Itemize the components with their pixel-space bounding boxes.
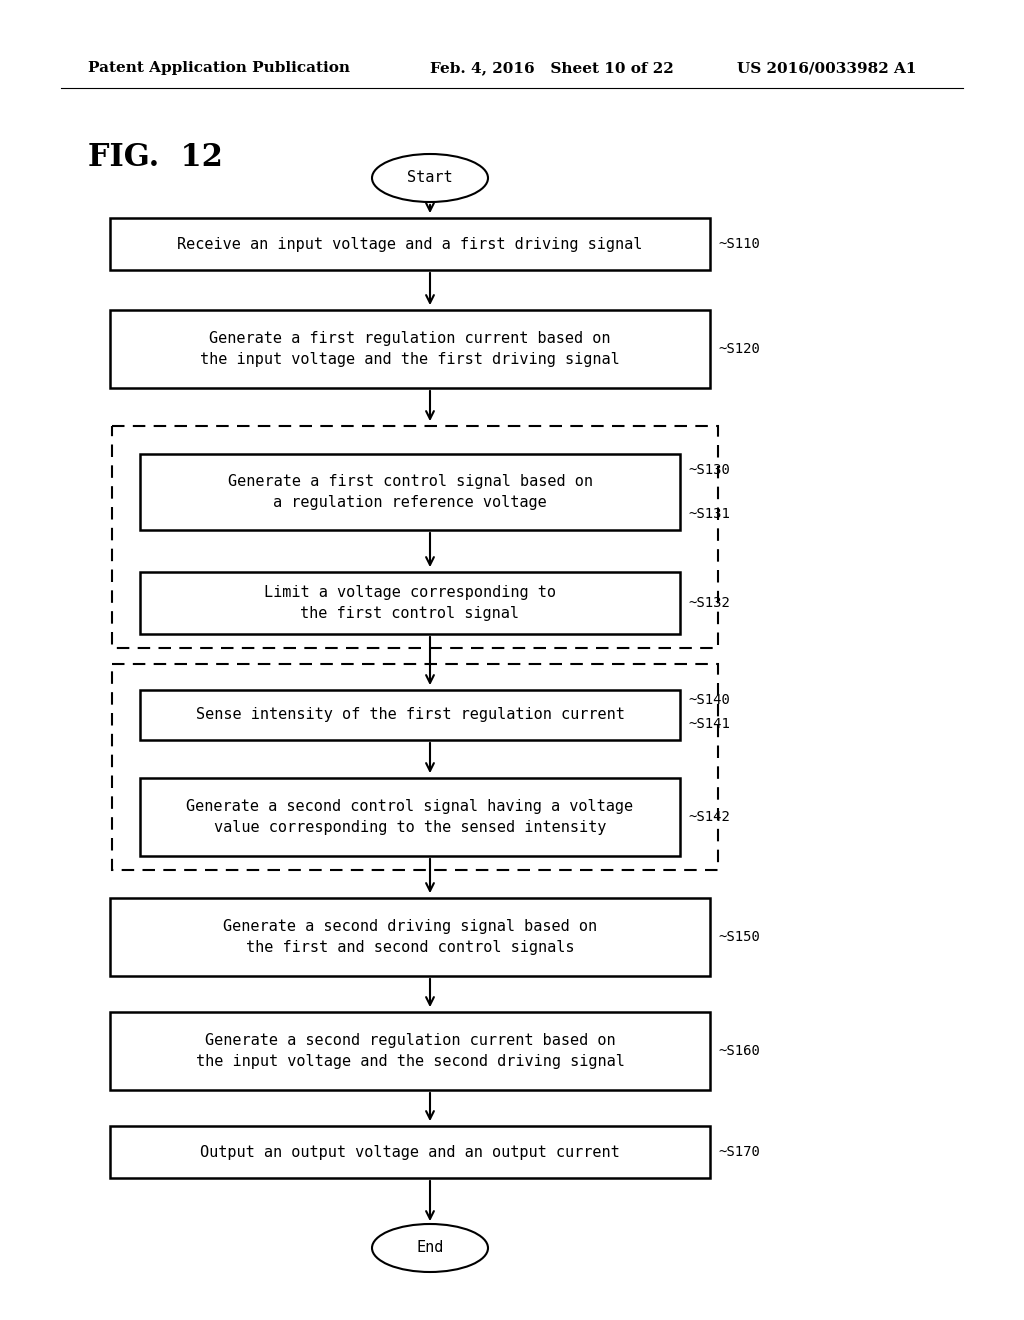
Text: Patent Application Publication: Patent Application Publication (88, 61, 350, 75)
Text: Sense intensity of the first regulation current: Sense intensity of the first regulation … (196, 708, 625, 722)
Ellipse shape (372, 154, 488, 202)
Text: FIG.  12: FIG. 12 (88, 143, 223, 173)
Text: Generate a second control signal having a voltage
value corresponding to the sen: Generate a second control signal having … (186, 799, 634, 836)
Text: Generate a second regulation current based on
the input voltage and the second d: Generate a second regulation current bas… (196, 1034, 625, 1069)
Text: ~S131: ~S131 (688, 507, 730, 521)
Text: ~S120: ~S120 (718, 342, 760, 356)
Text: Receive an input voltage and a first driving signal: Receive an input voltage and a first dri… (177, 236, 643, 252)
Bar (140, 777, 680, 855)
Text: Feb. 4, 2016   Sheet 10 of 22: Feb. 4, 2016 Sheet 10 of 22 (430, 61, 674, 75)
Text: US 2016/0033982 A1: US 2016/0033982 A1 (737, 61, 916, 75)
Text: ~S170: ~S170 (718, 1144, 760, 1159)
Text: End: End (417, 1241, 443, 1255)
Text: ~S132: ~S132 (688, 597, 730, 610)
Text: Generate a second driving signal based on
the first and second control signals: Generate a second driving signal based o… (223, 919, 597, 954)
Text: ~S110: ~S110 (718, 238, 760, 251)
Text: Start: Start (408, 170, 453, 186)
Text: Output an output voltage and an output current: Output an output voltage and an output c… (200, 1144, 620, 1159)
Bar (140, 572, 680, 634)
Bar (110, 1126, 710, 1177)
Bar (110, 1012, 710, 1090)
Text: Generate a first control signal based on
a regulation reference voltage: Generate a first control signal based on… (227, 474, 593, 510)
Text: ~S142: ~S142 (688, 810, 730, 824)
Text: ~S140: ~S140 (688, 693, 730, 708)
Bar (110, 898, 710, 975)
Bar (112, 426, 718, 648)
Ellipse shape (372, 1224, 488, 1272)
Bar (140, 454, 680, 531)
Text: Generate a first regulation current based on
the input voltage and the first dri: Generate a first regulation current base… (200, 331, 620, 367)
Text: ~S141: ~S141 (688, 717, 730, 731)
Text: ~S160: ~S160 (718, 1044, 760, 1059)
Bar (110, 310, 710, 388)
Text: ~S130: ~S130 (688, 463, 730, 477)
Bar (110, 218, 710, 271)
Text: ~S150: ~S150 (718, 931, 760, 944)
Text: Limit a voltage corresponding to
the first control signal: Limit a voltage corresponding to the fir… (264, 585, 556, 620)
Bar (140, 690, 680, 741)
Bar (112, 664, 718, 870)
